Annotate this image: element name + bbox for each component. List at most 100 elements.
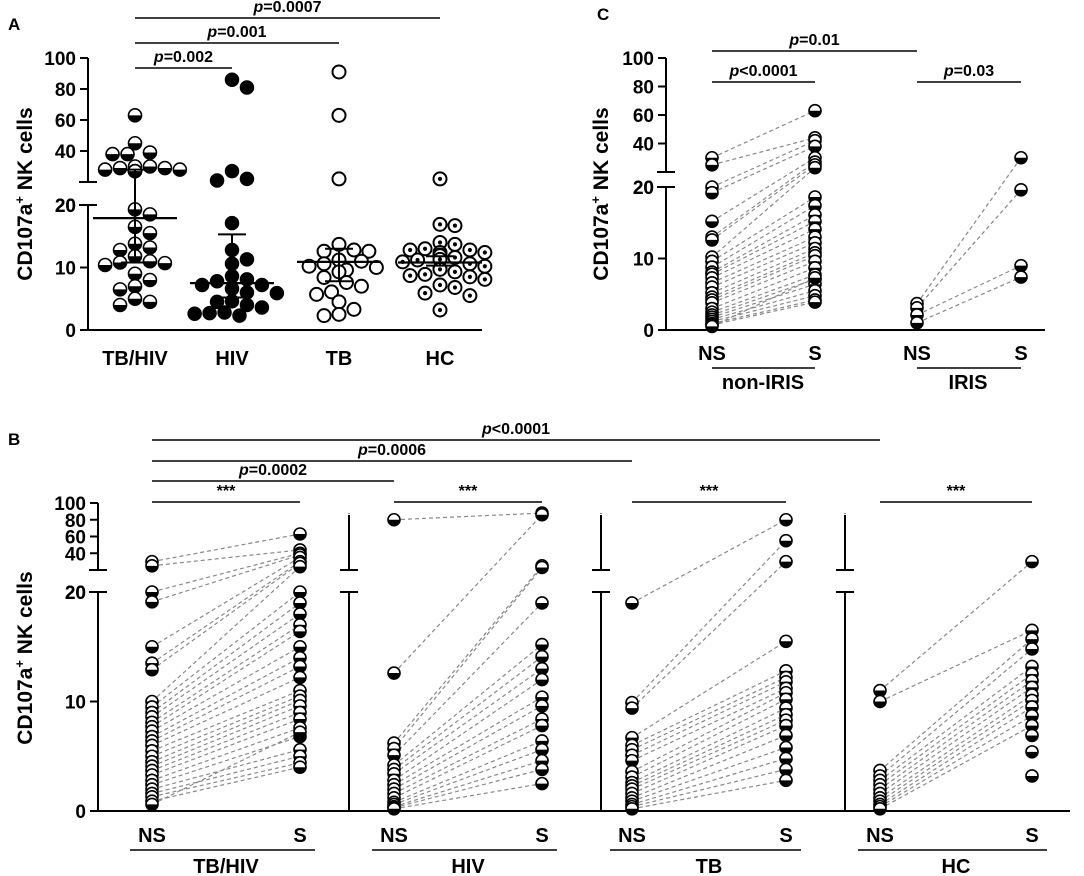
panel-b-category-label: S — [535, 825, 548, 847]
data-point — [417, 266, 433, 282]
data-point — [705, 233, 719, 247]
marker-ring — [779, 533, 793, 548]
data-point — [239, 171, 255, 187]
marker-dot — [482, 250, 487, 255]
data-point — [338, 275, 354, 290]
data-point — [705, 319, 719, 334]
data-point — [254, 277, 270, 293]
panel-a-comparison-label: p=0.002 — [153, 49, 213, 66]
marker-dot — [408, 273, 413, 278]
panel-b-tick-label: 60 — [65, 528, 86, 549]
pair-connector — [151, 766, 301, 802]
pair-connector — [151, 727, 301, 781]
panel-c-comparison-label: p=0.03 — [943, 63, 994, 80]
pair-connector — [393, 656, 543, 770]
marker-ring — [779, 554, 793, 569]
data-point — [202, 305, 217, 321]
marker-ring — [112, 160, 128, 176]
pair-connector — [711, 255, 816, 301]
panel-c-tick-label: 100 — [622, 49, 654, 70]
marker-ring — [105, 146, 120, 162]
data-point — [432, 302, 448, 318]
pair-connector — [631, 698, 787, 778]
data-point — [293, 725, 307, 739]
panel-b-tick-label: 10 — [65, 693, 86, 714]
data-point — [316, 256, 332, 272]
data-point — [779, 728, 793, 743]
marker-ring — [293, 624, 307, 639]
data-point — [808, 271, 822, 285]
data-point — [808, 295, 822, 309]
panel-b-series-tb-hiv — [145, 527, 307, 812]
marker-ring — [387, 666, 401, 680]
pair-connector — [916, 265, 1022, 316]
data-point — [142, 253, 158, 269]
marker-ring — [779, 512, 793, 527]
data-point — [217, 305, 232, 320]
marker-ring — [1014, 150, 1028, 165]
panel-b-comparison-label: *** — [947, 483, 966, 500]
marker-dot — [482, 277, 487, 282]
marker-ring — [97, 257, 113, 273]
data-point — [157, 160, 173, 176]
data-point — [331, 64, 347, 80]
data-point — [293, 624, 307, 639]
marker-dot — [437, 176, 443, 181]
marker-ring — [142, 294, 158, 310]
pair-connector — [151, 657, 301, 738]
marker-ring — [1025, 745, 1039, 759]
data-point — [142, 159, 158, 174]
data-point — [239, 80, 255, 95]
data-point — [331, 107, 347, 123]
data-point — [625, 802, 639, 816]
marker-ring — [157, 160, 173, 176]
marker-dot — [437, 307, 443, 313]
pair-connector — [879, 715, 1033, 808]
panel-b-group-label: TB/HIV — [193, 856, 259, 876]
data-point — [361, 243, 377, 259]
pair-connector — [879, 699, 1033, 802]
panel-c-category-label: S — [1014, 343, 1027, 365]
panel-c-y-axis-title: CD107a+ NK cells — [588, 107, 613, 280]
marker-dot — [422, 272, 428, 277]
pair-connector — [151, 549, 301, 567]
panel-c-comparison-label: p=0.01 — [788, 32, 839, 49]
panel-a-series-hiv — [187, 72, 285, 323]
pair-connector — [711, 301, 816, 326]
panel-c-tick-label: 80 — [633, 78, 654, 99]
panel-c-category-label: S — [808, 343, 821, 365]
data-point — [387, 802, 401, 816]
panel-b-group-label: HC — [942, 856, 971, 876]
panel-a-tick-label: 0 — [65, 321, 76, 342]
marker-ring — [808, 271, 822, 285]
pair-connector — [711, 220, 816, 275]
pair-connector — [711, 252, 816, 298]
pair-connector — [393, 760, 543, 808]
data-point — [779, 512, 793, 527]
marker-ring — [535, 596, 549, 610]
pair-connector — [879, 629, 1033, 703]
marker-ring — [705, 214, 719, 229]
pair-connector — [879, 648, 1033, 777]
pair-connector — [916, 189, 1022, 309]
data-point — [120, 146, 135, 162]
data-point — [172, 162, 188, 177]
data-point — [316, 243, 332, 259]
panel-b-series-hc — [873, 554, 1039, 816]
pair-connector — [631, 725, 787, 795]
pair-connector — [151, 676, 301, 746]
pair-connector — [393, 768, 543, 809]
marker-dot — [467, 274, 472, 279]
data-point — [105, 146, 120, 162]
data-point — [535, 649, 549, 664]
pair-connector — [393, 696, 543, 786]
data-point — [112, 255, 128, 270]
pair-connector — [151, 554, 301, 603]
data-point — [112, 282, 128, 297]
pair-connector — [151, 689, 301, 752]
pair-connector — [711, 137, 816, 166]
pair-connector — [393, 705, 543, 790]
data-point — [535, 762, 549, 777]
